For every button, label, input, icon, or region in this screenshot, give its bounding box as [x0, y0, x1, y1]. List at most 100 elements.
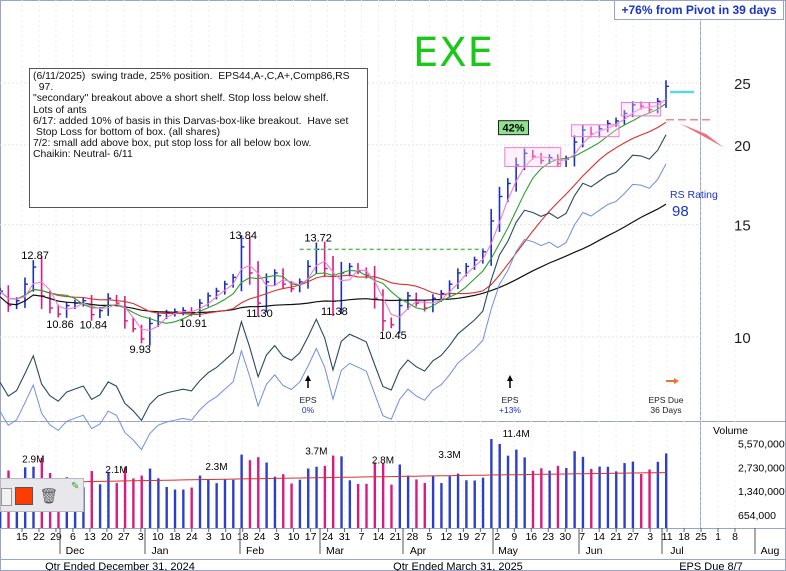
box-gain-badge	[498, 120, 529, 136]
note-line: Lots of ants	[33, 104, 87, 116]
volume-bar	[298, 479, 302, 528]
volume-bar	[123, 467, 127, 528]
volume-bar	[307, 468, 310, 528]
darvas-box	[570, 124, 620, 138]
rs-rating-label: RS Rating	[670, 189, 718, 201]
volume-bar	[448, 476, 451, 528]
volume-bar	[332, 455, 335, 528]
trash-icon[interactable]: 🗑	[39, 488, 59, 505]
darvas-box	[620, 102, 662, 117]
month-label: Apr	[410, 545, 427, 557]
volume-bar	[273, 476, 277, 528]
quarter-label: Qtr Ended December 31, 2024	[45, 561, 195, 571]
volume-bar	[381, 462, 385, 528]
volume-bar	[398, 464, 401, 528]
day-label: 31	[339, 531, 351, 543]
volume-bar	[90, 471, 93, 528]
volume-bar	[323, 465, 327, 528]
price-label: 12.87	[21, 250, 49, 262]
day-label: 24	[322, 531, 334, 543]
volume-bar	[373, 462, 377, 528]
volume-bar	[573, 451, 576, 528]
volume-average-line	[0, 472, 667, 484]
volume-bar	[556, 465, 560, 528]
paint-swatch-button[interactable]	[15, 487, 33, 505]
volume-bar	[190, 487, 193, 528]
drawing-toolbar: 🗑 ✎	[0, 478, 84, 512]
volume-bar	[640, 473, 643, 528]
price-label: 10.91	[179, 318, 207, 330]
edit-icon[interactable]: ✎	[71, 481, 80, 492]
day-label: 3	[274, 531, 280, 543]
handwritten-annotation: EXE	[413, 30, 494, 76]
trade-notes-box[interactable]: (6/11/2025) swing trade, 25% position. E…	[29, 68, 368, 208]
volume-label: 3.3M	[438, 450, 460, 461]
price-label: 10.84	[80, 320, 108, 332]
volume-bar	[615, 471, 618, 528]
eps-label: EPS	[501, 395, 518, 405]
volume-bar	[498, 443, 501, 528]
volume-axis-title: Volume	[713, 425, 748, 437]
volume-bar	[540, 468, 543, 528]
day-label: 22	[33, 531, 45, 543]
day-label: 17	[305, 531, 317, 543]
volume-bar	[132, 478, 135, 528]
day-label: 30	[559, 531, 571, 543]
note-line: 97.	[33, 82, 54, 94]
volume-bar	[631, 461, 635, 528]
volume-bar	[456, 473, 460, 528]
day-label: 21	[610, 531, 622, 543]
volume-bar	[315, 466, 318, 528]
day-label: 10	[220, 531, 232, 543]
ma-10-line	[0, 98, 667, 331]
day-label: 5	[427, 531, 433, 543]
volume-bar	[157, 478, 160, 528]
month-label: May	[498, 545, 519, 557]
price-tick-label: 20	[734, 138, 751, 155]
eps-arrow-head	[305, 375, 311, 381]
volume-bar	[473, 480, 476, 528]
volume-bar	[340, 456, 343, 528]
day-label: 3	[206, 531, 212, 543]
price-tick-label: 10	[734, 330, 751, 347]
color-swatch-left[interactable]	[1, 488, 12, 506]
month-label: Feb	[246, 545, 264, 557]
eps-sub-label: +13%	[499, 405, 521, 415]
day-label: 27	[475, 531, 487, 543]
day-label: 12	[441, 531, 453, 543]
day-label: 3	[138, 531, 144, 543]
day-label: 6	[70, 531, 76, 543]
volume-bar	[565, 468, 568, 528]
day-label: 24	[254, 531, 266, 543]
volume-bar	[440, 483, 443, 528]
day-label: 2	[494, 531, 500, 543]
eps-sub-label: 36 Days	[650, 405, 681, 415]
day-label: 28	[407, 531, 419, 543]
volume-label: 2.3M	[205, 462, 227, 473]
volume-bar	[265, 462, 268, 528]
volume-bar	[282, 474, 285, 528]
volume-bar	[531, 470, 535, 528]
day-label: 11	[662, 531, 673, 543]
day-label: 18	[169, 531, 181, 543]
volume-bar	[182, 489, 185, 528]
volume-bar	[98, 484, 102, 528]
volume-label: 3.7M	[305, 446, 327, 457]
price-label: 10.86	[46, 319, 74, 331]
volume-bar	[148, 468, 152, 528]
volume-bar	[207, 479, 210, 528]
day-label: 23	[542, 531, 554, 543]
day-label: 9	[511, 531, 517, 543]
volume-bar	[165, 487, 168, 528]
rs-rating-value: 98	[672, 203, 689, 220]
note-line: Chaikin: Neutral- 6/11	[33, 149, 133, 161]
volume-label: 2.9M	[22, 454, 44, 465]
month-label: Jun	[586, 545, 603, 557]
note-line: 6/17: added 10% of basis in this Darvas-…	[33, 115, 349, 127]
day-label: 1	[715, 531, 721, 543]
day-label: 10	[288, 531, 300, 543]
day-label: 16	[525, 531, 537, 543]
volume-bar	[431, 475, 435, 528]
volume-bar	[290, 483, 293, 528]
volume-bar	[523, 457, 526, 528]
